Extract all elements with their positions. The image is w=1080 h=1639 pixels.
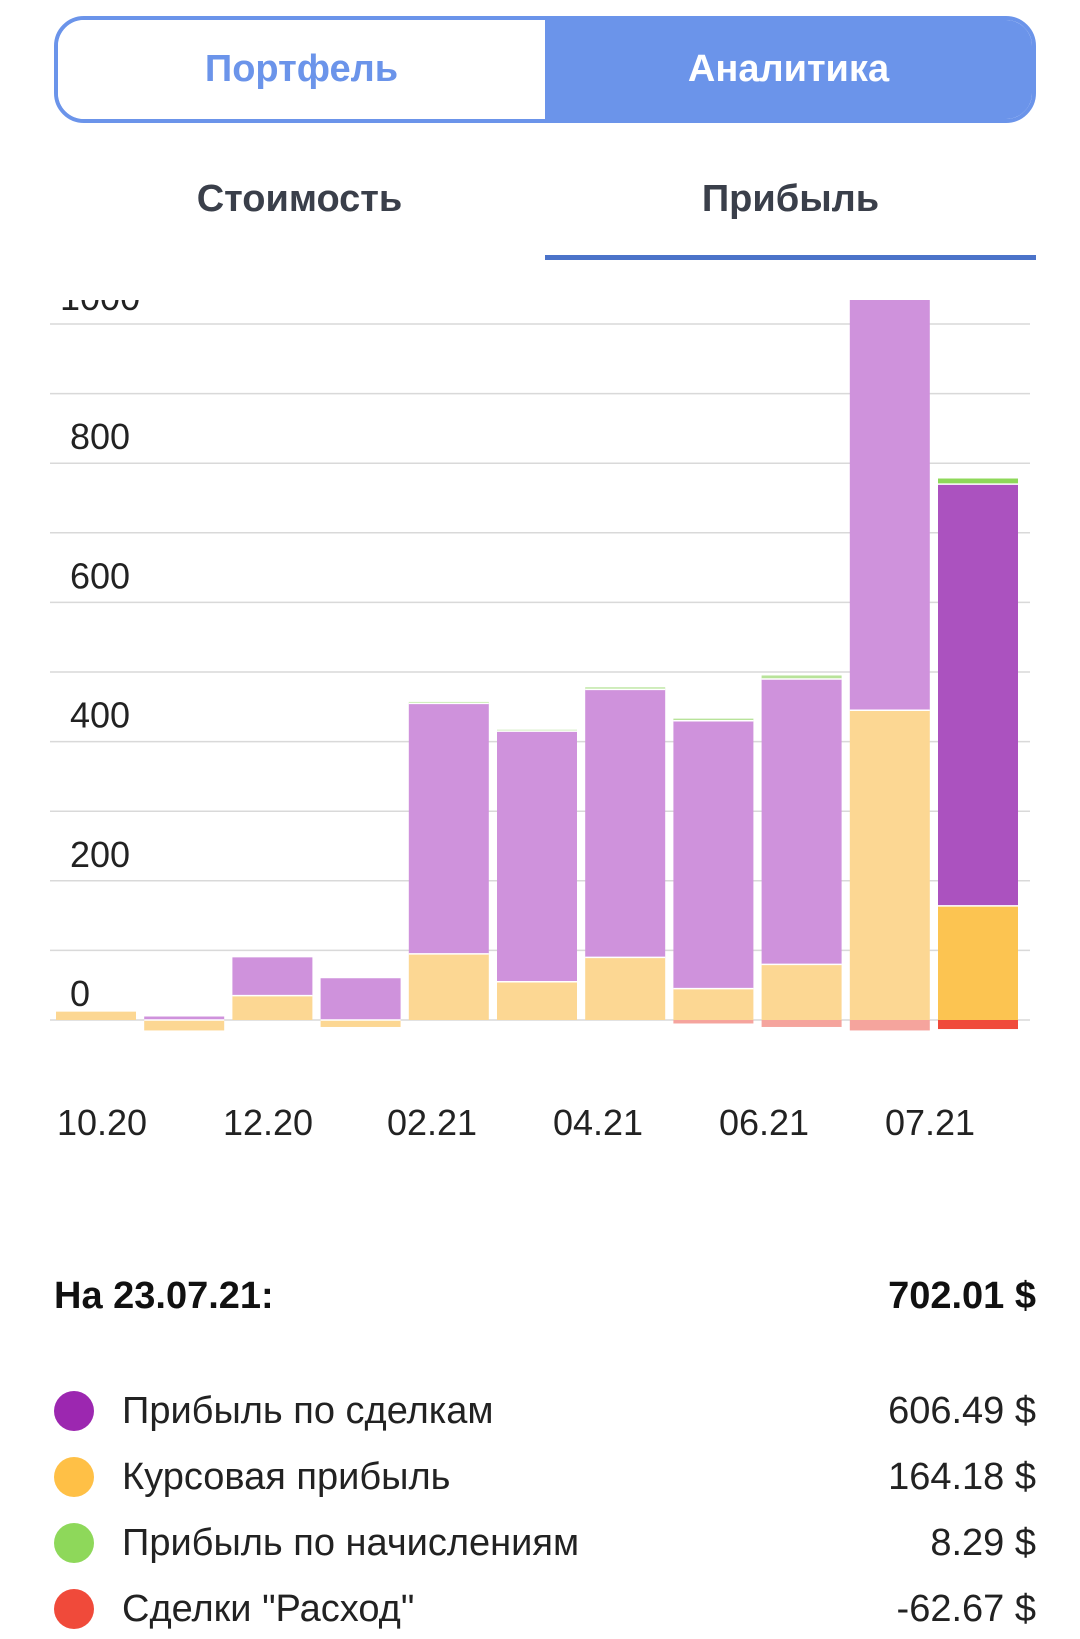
bar-segment (673, 1020, 754, 1024)
y-tick-label: 600 (70, 555, 130, 596)
legend-item-currency: Курсовая прибыль 164.18 $ (54, 1444, 1036, 1510)
legend-label: Прибыль по начислениям (122, 1521, 580, 1564)
y-tick-label: 0 (70, 973, 90, 1014)
bar-segment (849, 300, 930, 711)
profit-chart: 0 200 400 600 800 1000 10.20 12.20 02.21 04.21 06.… (50, 300, 1030, 1143)
subtab-profit[interactable]: Прибыль (545, 160, 1036, 260)
legend-value: 8.29 $ (930, 1521, 1036, 1564)
bar-segment (320, 1020, 401, 1027)
bar-segment (408, 703, 489, 954)
bar-segment (585, 687, 666, 690)
bar-segment (585, 689, 666, 958)
legend-item-trades: Прибыль по сделкам 606.49 $ (54, 1378, 1036, 1444)
x-tick-label: 02.21 (387, 1102, 477, 1143)
summary-label: На 23.07.21: (54, 1275, 274, 1317)
y-tick-label: 200 (70, 834, 130, 875)
x-tick-label: 10.20 (57, 1102, 147, 1143)
bar-segment (761, 1020, 842, 1027)
legend-value: -62.67 $ (896, 1587, 1036, 1630)
bar-segment (761, 678, 842, 965)
y-tick-label: 400 (70, 695, 130, 736)
bar-segment (320, 978, 401, 1020)
legend-value: 164.18 $ (888, 1455, 1036, 1498)
subtab-value[interactable]: Стоимость (196, 178, 403, 220)
bar-segment (673, 720, 754, 989)
bar-segment (938, 478, 1018, 485)
analytics-subtabs: Стоимость Прибыль (54, 160, 1036, 260)
bar-segment (585, 957, 666, 1020)
summary-row: На 23.07.21: 702.01 $ (54, 1275, 1036, 1318)
bar-segment (849, 1020, 930, 1031)
bar-segment (673, 988, 754, 1020)
bar-segment (232, 957, 313, 996)
bar-segment (144, 1016, 225, 1020)
bar-segment (938, 905, 1018, 1020)
y-tick-label: 1000 (60, 300, 140, 318)
bar-segment (56, 1011, 136, 1020)
legend-value: 606.49 $ (888, 1389, 1036, 1432)
legend: Прибыль по сделкам 606.49 $ Курсовая при… (54, 1378, 1036, 1639)
legend-item-accruals: Прибыль по начислениям 8.29 $ (54, 1510, 1036, 1576)
summary-value: 702.01 $ (888, 1275, 1036, 1317)
legend-label: Курсовая прибыль (122, 1455, 451, 1498)
x-tick-label: 04.21 (553, 1102, 643, 1143)
bar-segment (938, 1020, 1018, 1030)
legend-label: Сделки "Расход" (122, 1587, 415, 1630)
bar-segment (144, 1020, 225, 1031)
x-tick-label: 12.20 (223, 1102, 313, 1143)
legend-dot-icon (54, 1523, 94, 1563)
view-switcher: Портфель Аналитика (54, 16, 1036, 123)
legend-item-expense: Сделки "Расход" -62.67 $ (54, 1576, 1036, 1639)
legend-label: Прибыль по сделкам (122, 1389, 494, 1432)
bar-segment (232, 995, 313, 1020)
y-tick-label: 800 (70, 416, 130, 457)
tab-portfolio[interactable]: Портфель (58, 20, 545, 119)
x-tick-label: 06.21 (719, 1102, 809, 1143)
legend-dot-icon (54, 1391, 94, 1431)
bar-segment (761, 675, 842, 679)
bar-segment (938, 484, 1018, 906)
bar-segment (408, 953, 489, 1020)
legend-dot-icon (54, 1457, 94, 1497)
bar-segment (497, 981, 577, 1020)
bar-segment (673, 718, 754, 721)
bar-segment (497, 731, 577, 982)
x-tick-label: 07.21 (885, 1102, 975, 1143)
legend-dot-icon (54, 1589, 94, 1629)
bar-segment (761, 964, 842, 1020)
bar-segment (849, 710, 930, 1020)
tab-analytics[interactable]: Аналитика (545, 20, 1032, 119)
